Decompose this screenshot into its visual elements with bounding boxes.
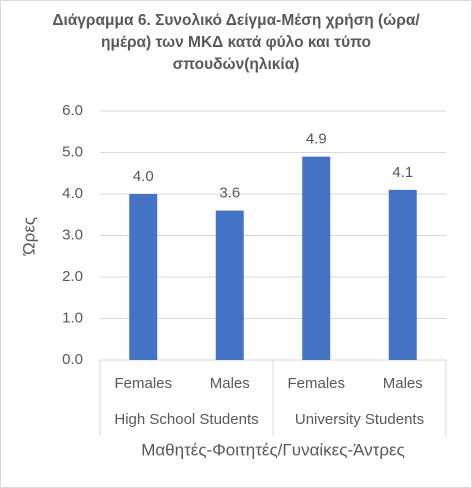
- chart-title: Διάγραμμα 6. Συνολικό Δείγμα-Μέση χρήση …: [52, 12, 420, 73]
- y-axis-title: Ώρες: [19, 217, 38, 256]
- bar: [388, 189, 417, 360]
- group-label: High School Students: [114, 411, 258, 428]
- bar: [302, 156, 331, 360]
- y-tick-label: 6.0: [62, 102, 83, 119]
- bar: [215, 210, 244, 360]
- bar: [129, 194, 158, 360]
- y-tick-label: 4.0: [62, 185, 83, 202]
- y-tick-label: 2.0: [62, 268, 83, 285]
- x-tick-label: Females: [287, 375, 345, 392]
- data-label: 4.0: [133, 168, 154, 185]
- x-tick-label: Females: [114, 375, 172, 392]
- y-tick-label: 5.0: [62, 143, 83, 160]
- x-tick-label: Males: [210, 375, 250, 392]
- x-tick-label: Males: [383, 375, 423, 392]
- group-label: University Students: [295, 411, 424, 428]
- y-tick-label: 1.0: [62, 309, 83, 326]
- data-label: 4.9: [306, 131, 327, 148]
- data-label: 3.6: [219, 185, 240, 202]
- y-tick-label: 3.0: [62, 226, 83, 243]
- y-tick-label: 0.0: [62, 351, 83, 368]
- x-axis-title: Μαθητές-Φοιτητές/Γυναίκες-Άντρες: [141, 440, 405, 459]
- data-label: 4.1: [392, 164, 413, 181]
